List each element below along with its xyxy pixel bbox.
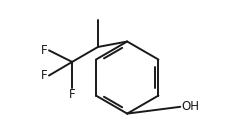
Text: OH: OH <box>182 100 200 113</box>
Text: F: F <box>41 44 48 57</box>
Text: F: F <box>69 88 75 102</box>
Text: F: F <box>41 69 48 82</box>
